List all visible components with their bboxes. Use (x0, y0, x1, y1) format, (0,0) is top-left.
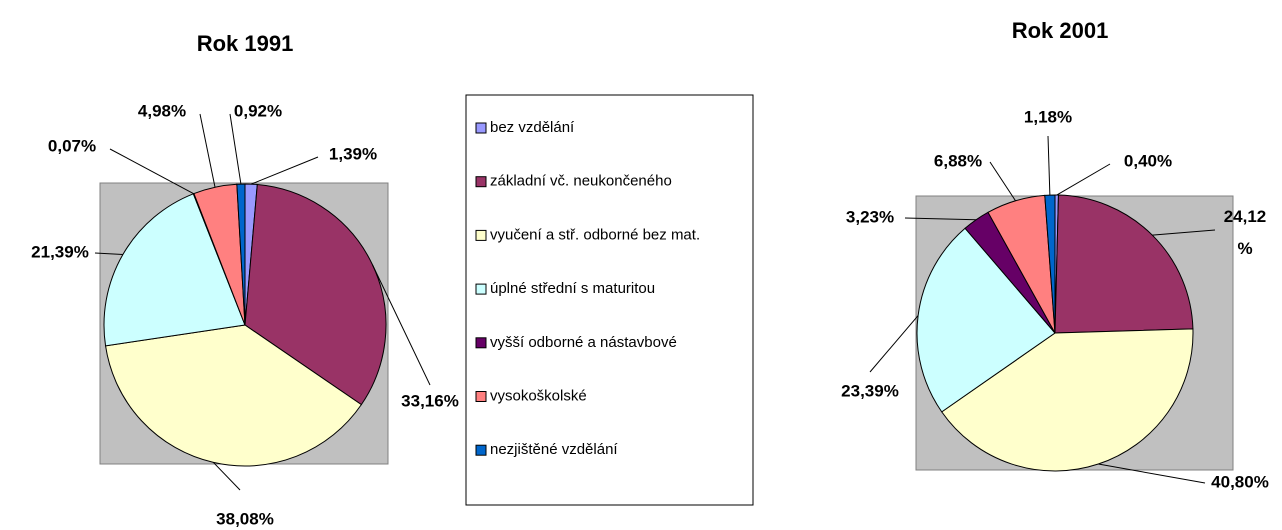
data-label: 0,07% (48, 136, 96, 155)
legend-swatch (475, 337, 487, 349)
leader-line (250, 156, 319, 185)
leader-line (94, 252, 123, 255)
data-label: 38,08% (216, 509, 274, 528)
pie-slice (104, 324, 363, 467)
leader-line (199, 113, 216, 188)
data-label: 1,39% (329, 144, 377, 163)
leader-line (989, 161, 1016, 202)
legend-label: základní vč. neukončeného (490, 173, 672, 190)
leader-line (1152, 229, 1216, 236)
leader-line (109, 148, 194, 195)
data-label: 21,39% (31, 242, 89, 261)
legend-label: nezjištěné vzdělání (490, 441, 618, 458)
data-label: 40,80% (1211, 472, 1269, 491)
data-label: 4,98% (138, 101, 186, 120)
data-label: 0,40% (1124, 151, 1172, 170)
leader-line (213, 462, 241, 491)
pie-slice (941, 328, 1194, 472)
pie-slice (236, 183, 246, 326)
leader-line (869, 315, 919, 373)
pie-slice (1044, 194, 1056, 334)
legend-swatch (475, 444, 487, 456)
legend-label: vyšší odborné a nástavbové (490, 334, 677, 351)
legend-label: vysokoškolské (490, 387, 587, 404)
legend-swatch (475, 176, 487, 188)
chart-title: Rok 2001 (1012, 18, 1109, 43)
data-label: 0,92% (234, 101, 282, 120)
legend-swatch (475, 391, 487, 402)
leader-line (229, 113, 242, 185)
leader-line (1056, 163, 1111, 196)
legend-swatch (475, 229, 487, 241)
pie-slice (103, 193, 246, 347)
leader-line (904, 217, 977, 221)
data-label: 3,23% (846, 207, 894, 226)
legend-box (465, 94, 754, 506)
data-label: 23,39% (841, 381, 899, 400)
legend-label: vyučení a stř. odborné bez mat. (490, 226, 700, 243)
data-label: 33,16% (401, 391, 459, 410)
chart-title: Rok 1991 (197, 31, 294, 56)
data-label: 6,88% (934, 151, 982, 170)
leader-line (1047, 135, 1051, 196)
leader-line (372, 264, 431, 386)
legend-label: bez vzdělání (490, 119, 575, 136)
pie-slice (916, 227, 1056, 413)
legend-swatch (475, 122, 487, 134)
leader-line (1098, 463, 1206, 484)
legend-label: úplné střední s maturitou (490, 280, 655, 297)
label-line: % (1237, 239, 1252, 258)
data-label: 24,12% (1224, 207, 1267, 258)
label-line: 24,12 (1224, 207, 1267, 226)
data-label: 1,18% (1024, 107, 1072, 126)
legend-swatch (475, 283, 487, 295)
